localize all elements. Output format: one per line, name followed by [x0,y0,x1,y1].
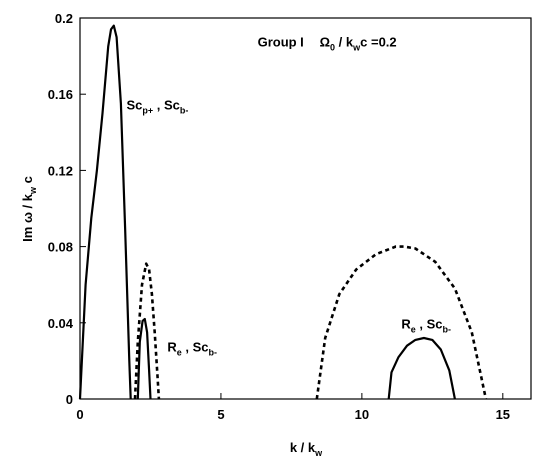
solid-curve-1 [78,24,132,400]
subscript: b- [209,347,218,357]
subscript: b- [442,325,451,335]
y-tick-label: 0.04 [48,316,74,331]
text-part: c =0.2 [360,35,397,50]
y-tick-label: 0.16 [48,87,73,102]
annotation: Ω0 / kwc =0.2 [320,35,397,53]
y-tick-label: 0.2 [55,11,73,26]
y-tick-label: 0.12 [48,163,73,178]
dotted-curve-4 [315,245,488,400]
y-tick-label: 0 [66,392,73,407]
x-axis-label: k / kw [290,440,323,458]
subscript: 0 [330,43,335,53]
subscript: w [352,43,361,53]
text-part: k / k [290,440,316,455]
text-part: R [401,317,411,332]
subscript: p+ [142,105,153,115]
text-part: Group I [258,35,304,50]
text-part: c [20,176,35,187]
text-part: Sc [127,97,143,112]
y-tick-label: 0.08 [48,240,73,255]
text-part: Im ω / k [20,193,35,242]
annotation: Group I [258,35,304,50]
text-part: R [167,339,177,354]
subscript: e [177,347,182,357]
text-part: Ω [320,35,330,50]
subscript: w [28,186,38,195]
annotation: Re , Scb- [167,339,217,357]
y-axis-label: Im ω / kw c [20,176,38,242]
subscript: b- [180,105,189,115]
dotted-curve-2 [133,262,161,400]
subscript: w [314,448,323,458]
solid-curve-5 [387,336,456,400]
x-tick-label: 5 [217,407,224,422]
x-tick-label: 0 [76,407,83,422]
text-part: / k [335,35,354,50]
subscript: e [411,325,416,335]
annotation: Re , Scb- [401,317,451,335]
tick-group: 0 5 10 15 0 0.04 0.08 0.12 0.16 0.2 [48,11,510,422]
text-part: , Sc [182,339,209,354]
annotation: Scp+ , Scb- [127,97,189,115]
x-tick-label: 15 [496,407,510,422]
solid-curve-3 [136,317,152,400]
text-part: , Sc [416,317,443,332]
plot-frame [79,17,532,400]
x-tick-label: 10 [355,407,369,422]
text-part: , Sc [153,97,180,112]
series-group [78,24,488,400]
